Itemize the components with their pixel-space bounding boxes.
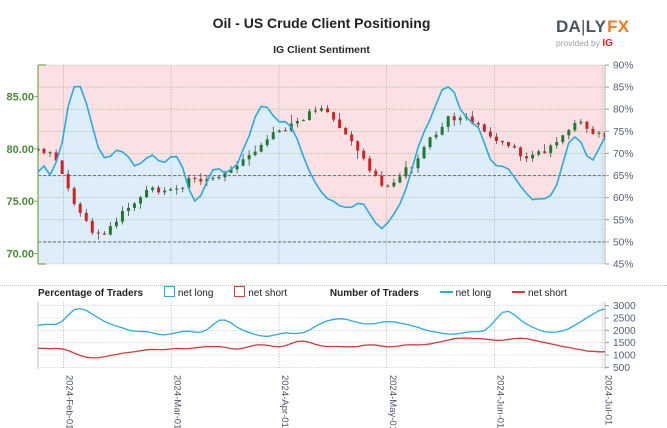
svg-text:500: 500	[613, 363, 630, 374]
svg-text:2024-May-01: 2024-May-01	[387, 375, 398, 428]
svg-text:2024-Jul-01: 2024-Jul-01	[602, 375, 613, 425]
svg-text:3000: 3000	[613, 301, 636, 312]
svg-text:2024-Feb-01: 2024-Feb-01	[64, 375, 75, 428]
svg-text:2500: 2500	[613, 314, 636, 325]
svg-text:2000: 2000	[613, 326, 636, 337]
svg-text:2024-Apr-01: 2024-Apr-01	[279, 375, 290, 428]
svg-text:1500: 1500	[613, 338, 636, 349]
svg-text:2024-Jun-01: 2024-Jun-01	[495, 375, 506, 428]
svg-text:2024-Mar-01: 2024-Mar-01	[171, 375, 182, 428]
svg-text:1000: 1000	[613, 351, 636, 362]
